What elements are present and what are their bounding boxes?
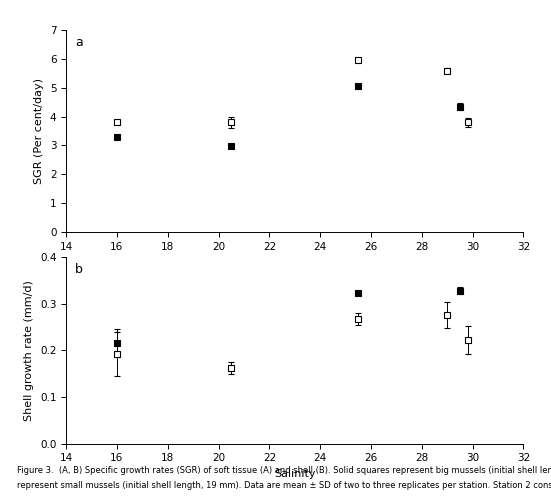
Text: a: a [75,36,83,49]
Text: b: b [75,263,83,276]
Text: represent small mussels (initial shell length, 19 mm). Data are mean ± SD of two: represent small mussels (initial shell l… [17,481,551,490]
Y-axis label: Shell growth rate (mm/d): Shell growth rate (mm/d) [24,280,34,421]
Text: Figure 3.  (A, B) Specific growth rates (SGR) of soft tissue (A) and shell (B). : Figure 3. (A, B) Specific growth rates (… [17,466,551,475]
X-axis label: Salinity: Salinity [274,469,316,479]
Y-axis label: SGR (Per cent/day): SGR (Per cent/day) [34,78,44,184]
X-axis label: Salinity: Salinity [274,257,316,267]
